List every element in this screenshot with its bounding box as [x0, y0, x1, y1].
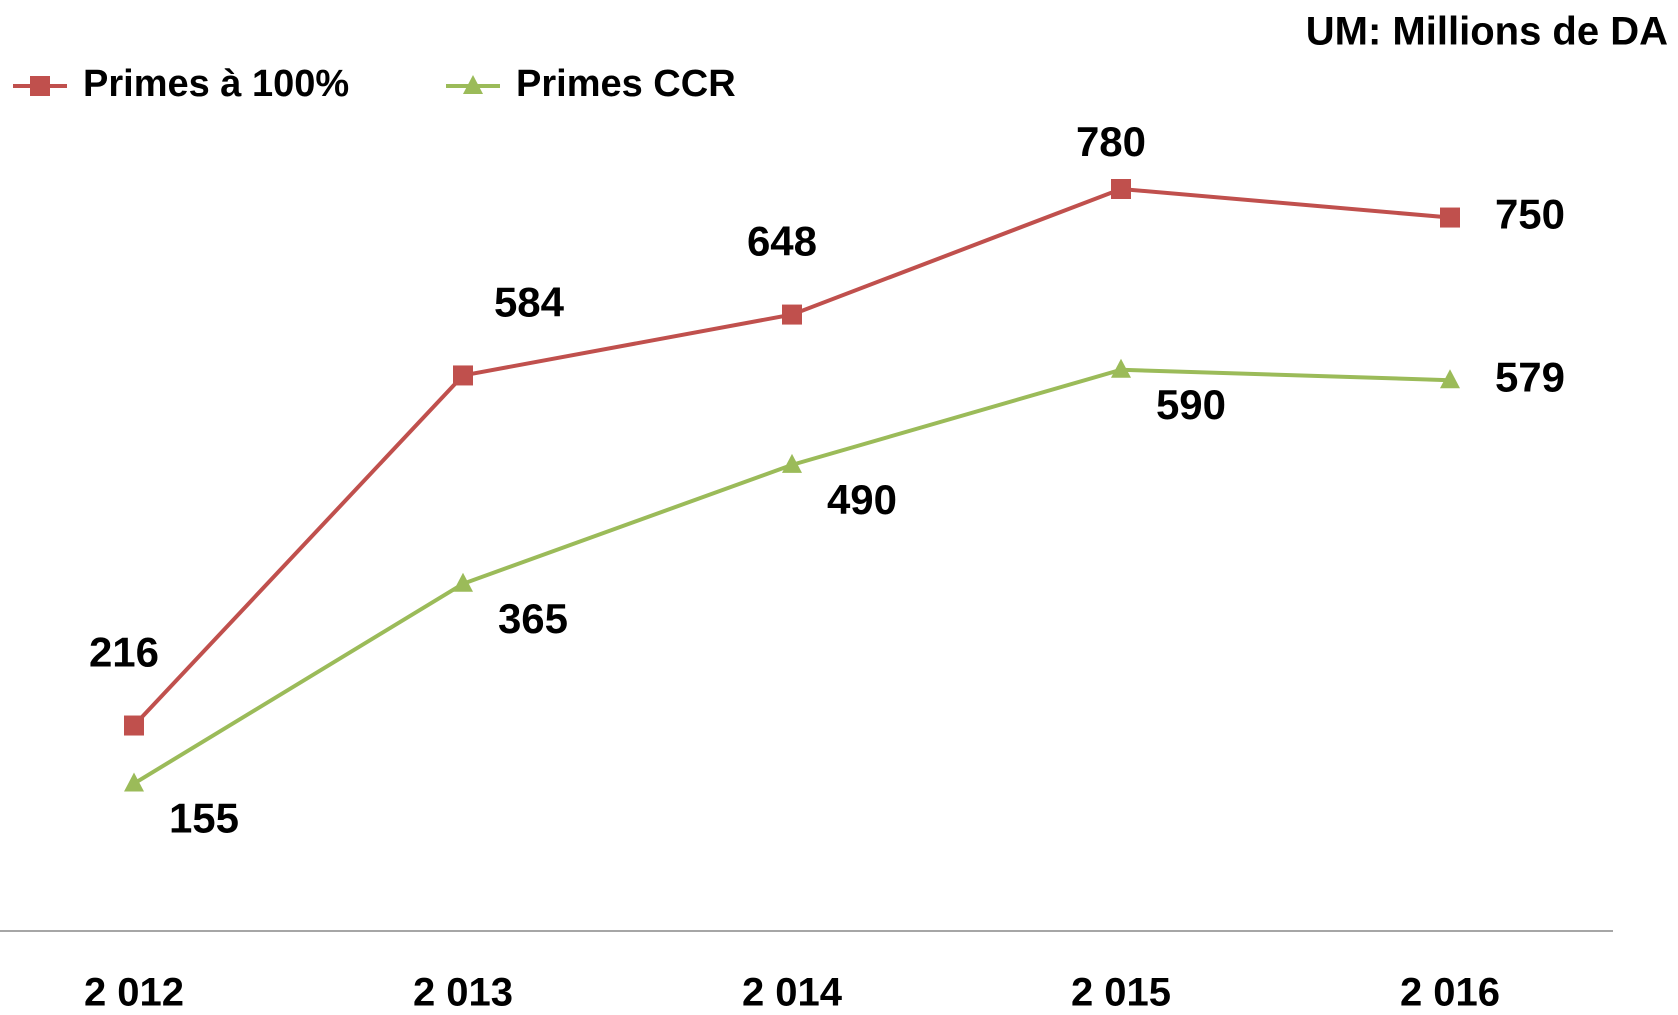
data-label: 750	[1495, 191, 1565, 238]
x-tick-label: 2 014	[742, 971, 843, 1010]
x-tick-label: 2 013	[413, 971, 513, 1010]
data-label: 579	[1495, 353, 1565, 400]
marker	[782, 304, 802, 325]
marker	[124, 715, 144, 736]
marker	[1440, 369, 1460, 389]
data-label: 155	[169, 795, 239, 842]
data-label: 584	[494, 279, 565, 326]
data-label: 490	[827, 476, 897, 523]
x-tick-label: 2 012	[84, 971, 184, 1010]
marker	[463, 75, 483, 94]
data-label: 365	[498, 595, 568, 642]
series-line	[132, 367, 1451, 786]
x-tick-label: 2 015	[1071, 971, 1171, 1010]
marker	[782, 453, 802, 473]
data-label: 216	[89, 629, 159, 676]
marker	[453, 365, 473, 386]
marker	[124, 772, 144, 792]
data-label: 590	[1156, 381, 1226, 428]
marker	[1111, 358, 1131, 378]
marker	[1111, 179, 1131, 199]
marker	[1440, 207, 1460, 228]
legend-label: Primes à 100%	[83, 63, 349, 105]
chart-title: UM: Millions de DA	[1306, 10, 1668, 54]
legend-label: Primes CCR	[516, 63, 736, 105]
data-label: 648	[747, 218, 817, 265]
marker	[453, 572, 473, 592]
data-label: 780	[1076, 118, 1146, 165]
marker	[30, 76, 50, 96]
x-tick-label: 2 016	[1400, 971, 1500, 1010]
